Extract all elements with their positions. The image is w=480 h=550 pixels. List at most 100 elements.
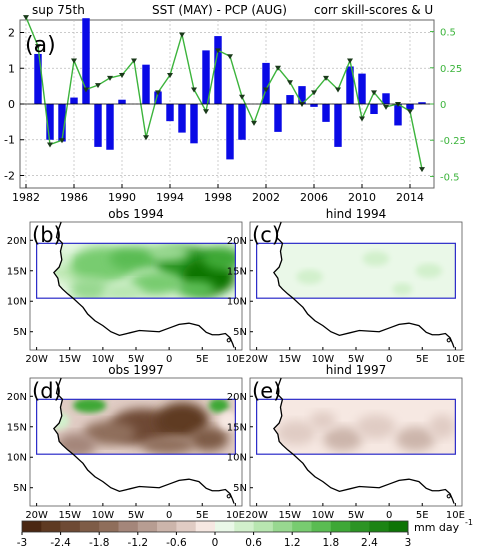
line-marker [107,75,113,81]
colorbar-cell [195,521,216,532]
line-marker [287,80,293,86]
map-ytick-label: 20N [7,236,27,247]
map-xtick-label: 5W [128,354,144,365]
field-patch [218,411,236,430]
ytick-label-left: 2 [8,27,15,40]
bar [346,66,354,104]
bar [274,104,282,132]
colorbar-tick-label: 0.6 [245,537,262,549]
colorbar-cell [292,521,312,532]
colorbar-tick-label: 1.8 [322,537,339,549]
bar [166,104,174,122]
colorbar-cell [137,521,158,532]
bar [94,104,102,147]
map-xtick-label: 20W [25,510,48,521]
field-patch [415,263,443,279]
line-marker [407,109,413,115]
timeseries-panel: -2 -1 0 1 2 -0.5 -0.25 0 0.25 0.5 1982 1986 1990 1994… [4,15,466,204]
colorbar-cell [330,521,351,532]
bar [238,104,246,140]
field-patch [276,420,317,446]
map-xtick-label: 10W [312,510,335,521]
colorbar-tick-label: 3 [405,537,412,549]
coastline [53,377,235,504]
panel-tag-a: (a) [25,33,56,58]
field-patch [356,414,396,439]
map-xtick-label: 15W [278,354,301,365]
colorbar-cell [118,521,139,532]
field-patch [69,276,110,299]
field-patch [142,435,196,455]
field-patch [149,243,189,262]
field-patch [296,269,323,285]
bar [394,104,402,126]
line-marker [95,83,101,89]
panel-tag: (c) [252,223,280,247]
colorbar-cell [157,521,177,532]
map-title: hind 1994 [326,207,387,221]
map-xtick-label: 0 [386,510,392,521]
coastline [53,221,235,348]
colorbar-cell [311,521,332,532]
line-marker [299,102,305,107]
map-xtick-label: 15W [58,354,81,365]
map-title: obs 1997 [108,363,164,377]
xtick-label: 1998 [204,191,232,204]
colorbar-tick-label: -3 [17,537,27,549]
bar [298,86,306,104]
line-marker [47,142,53,148]
bar [334,104,342,147]
map-field [36,243,236,299]
map-xtick-label: 5W [348,354,364,365]
timeseries-line [23,15,425,173]
map-xtick-label: 10E [446,354,465,365]
colorbar-cell [99,521,119,532]
line-marker [23,15,29,21]
island [446,338,451,343]
map-field [256,399,456,455]
map-xtick-label: 5W [128,510,144,521]
field-patch [189,426,229,452]
skill-score-line [25,16,423,170]
map-xtick-label: 0 [166,354,172,365]
field-patch [155,402,209,439]
colorbar-tick-label: -0.6 [166,537,187,549]
map-ytick-label: 15N [227,266,247,277]
line-marker [191,87,197,93]
map-ytick-label: 10N [227,297,247,308]
xtick-label: 2006 [300,191,328,204]
field-patch [208,399,229,413]
bar [262,62,270,104]
colorbar-unit: mm day [414,521,460,534]
map-xtick-label: 10W [92,510,115,521]
colorbar-tick-label: 0 [212,537,219,549]
colorbar-cell [350,521,370,532]
line-marker [215,48,221,54]
field-patch [102,282,143,299]
ytick-label-left: -1 [4,134,15,147]
ytick-label-right: 0.25 [440,64,462,75]
colorbar-tick-label: -1.2 [128,537,149,549]
map-xtick-label: 10W [312,354,335,365]
colorbar-cell [215,521,235,532]
map-ytick-label: 20N [227,392,247,403]
line-marker [71,58,77,64]
field-patch [322,426,363,452]
header-center: SST (MAY) - PCP (AUG) [152,3,287,17]
line-marker [131,58,137,64]
field-patch [392,282,413,296]
map-ytick-label: 10N [7,453,27,464]
field-patch [362,251,390,266]
domain-box [256,242,456,299]
colorbar-cell [41,521,61,532]
bar [214,36,222,104]
bar [82,18,90,104]
map-xtick-label: 5E [196,510,209,521]
line-marker [275,65,281,71]
island [226,494,231,499]
line-marker [419,167,425,173]
map-ytick-label: 10N [227,453,247,464]
xtick-label: 1986 [60,191,88,204]
map-ytick-label: 5N [233,327,247,338]
colorbar-cell [388,521,409,532]
